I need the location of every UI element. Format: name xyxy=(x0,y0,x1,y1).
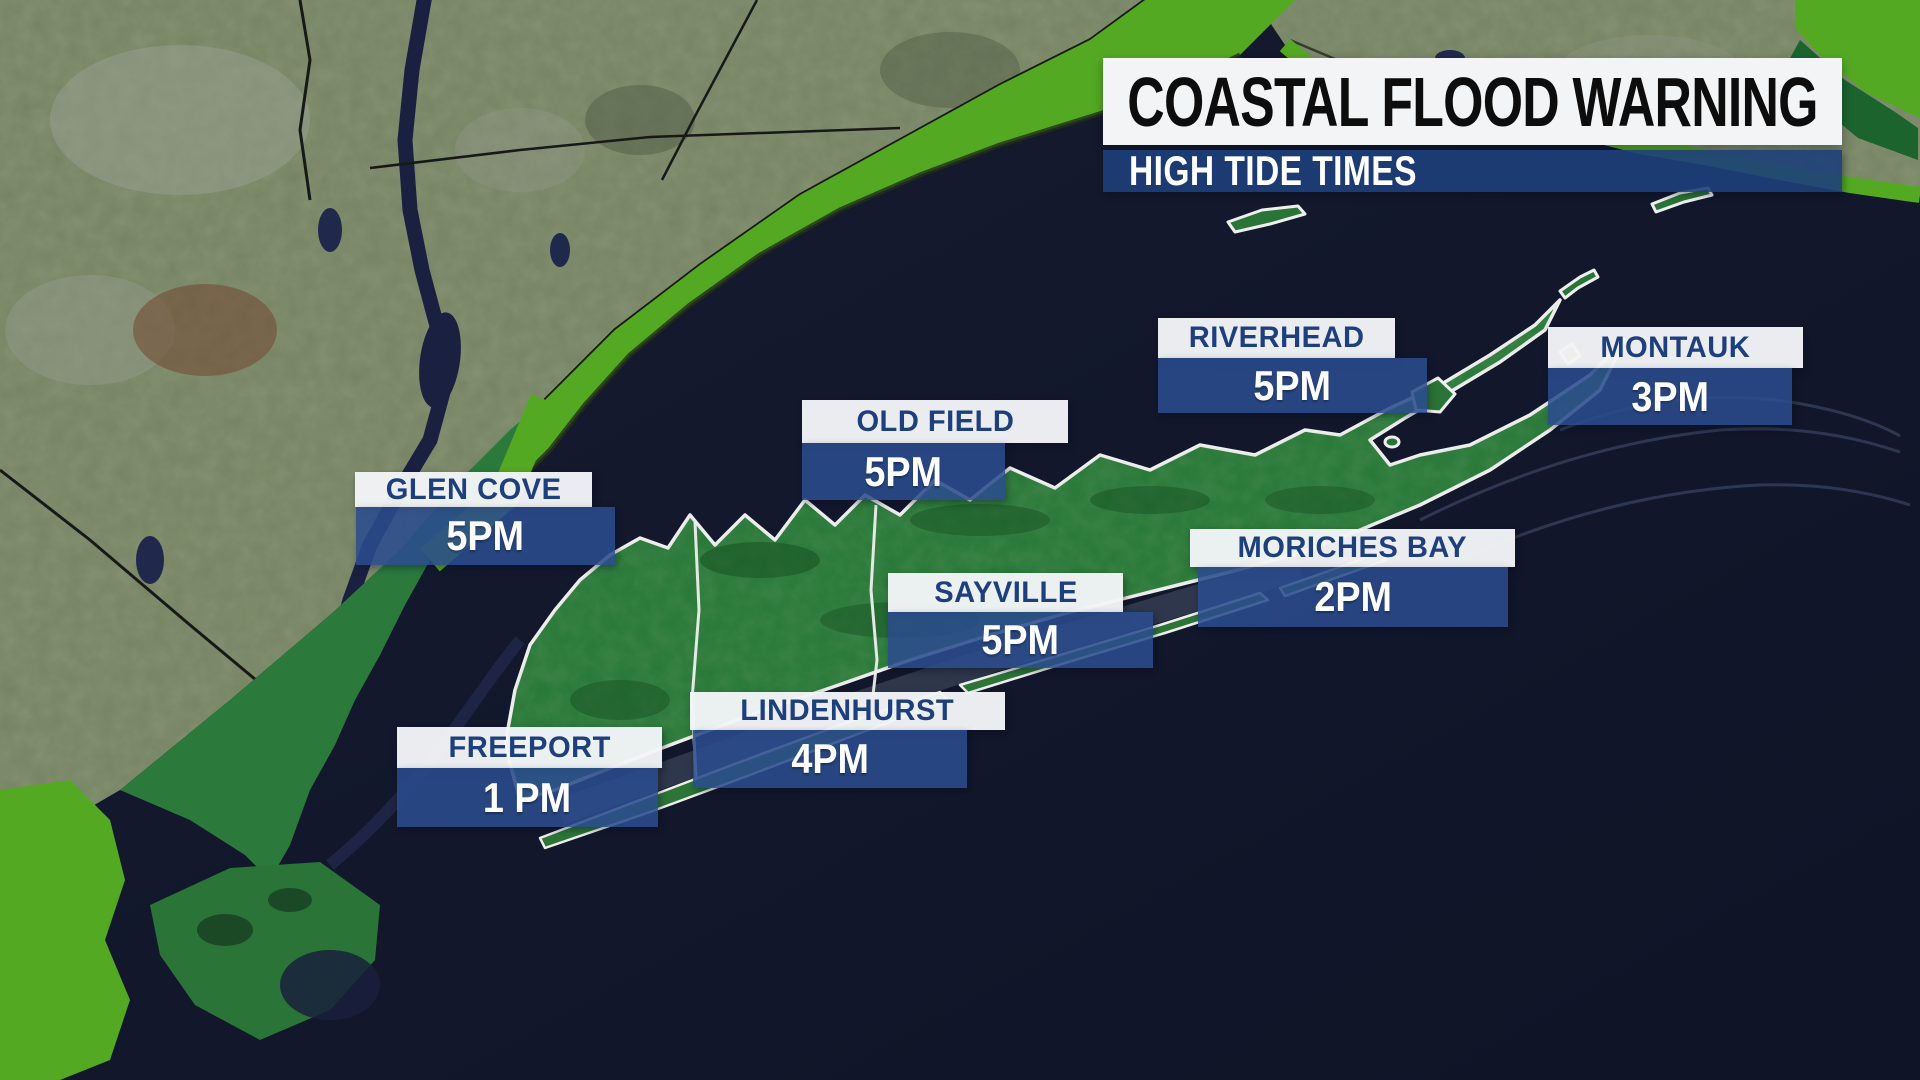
glen-cove-name-bar: GLEN COVE xyxy=(355,472,592,507)
freeport-label: FREEPORT xyxy=(448,730,611,764)
riverhead-name-bar: RIVERHEAD xyxy=(1158,318,1395,358)
moriches-bay-name-bar: MORICHES BAY xyxy=(1190,529,1515,567)
lindenhurst-time-bar: 4PM xyxy=(693,730,967,788)
sayville-name-bar: SAYVILLE xyxy=(888,573,1123,612)
subtitle-bar: HIGH TIDE TIMES xyxy=(1103,147,1842,194)
moriches-bay-time-bar: 2PM xyxy=(1198,567,1508,627)
page-title: COASTAL FLOOD WARNING xyxy=(1127,62,1818,141)
title-bar: COASTAL FLOOD WARNING xyxy=(1103,58,1842,145)
freeport-name-bar: FREEPORT xyxy=(397,727,662,768)
riverhead-time-value: 5PM xyxy=(1253,361,1332,409)
sayville-label: SAYVILLE xyxy=(933,575,1078,609)
old-field-name-bar: OLD FIELD xyxy=(802,400,1068,443)
freeport-time-bar: 1 PM xyxy=(397,768,658,827)
riverhead-time-bar: 5PM xyxy=(1158,358,1427,413)
freeport-time-value: 1 PM xyxy=(483,773,572,821)
old-field-label: OLD FIELD xyxy=(856,404,1014,438)
lindenhurst-name-bar: LINDENHURST xyxy=(690,692,1005,730)
page-subtitle: HIGH TIDE TIMES xyxy=(1129,147,1417,194)
riverhead-label: RIVERHEAD xyxy=(1188,321,1365,354)
glen-cove-label: GLEN COVE xyxy=(385,472,562,506)
montauk-label: MONTAUK xyxy=(1600,330,1751,364)
lindenhurst-label: LINDENHURST xyxy=(740,694,955,727)
lindenhurst-time-value: 4PM xyxy=(791,735,869,782)
montauk-time-value: 3PM xyxy=(1631,372,1709,420)
montauk-time-bar: 3PM xyxy=(1548,368,1792,425)
glen-cove-time-value: 5PM xyxy=(446,512,525,559)
moriches-bay-time-value: 2PM xyxy=(1314,573,1392,620)
glen-cove-time-bar: 5PM xyxy=(356,507,615,565)
sayville-time-value: 5PM xyxy=(981,616,1060,663)
old-field-time-value: 5PM xyxy=(864,447,943,495)
moriches-bay-label: MORICHES BAY xyxy=(1237,531,1468,564)
old-field-time-bar: 5PM xyxy=(802,443,1005,500)
montauk-name-bar: MONTAUK xyxy=(1548,327,1803,368)
sayville-time-bar: 5PM xyxy=(888,612,1153,668)
